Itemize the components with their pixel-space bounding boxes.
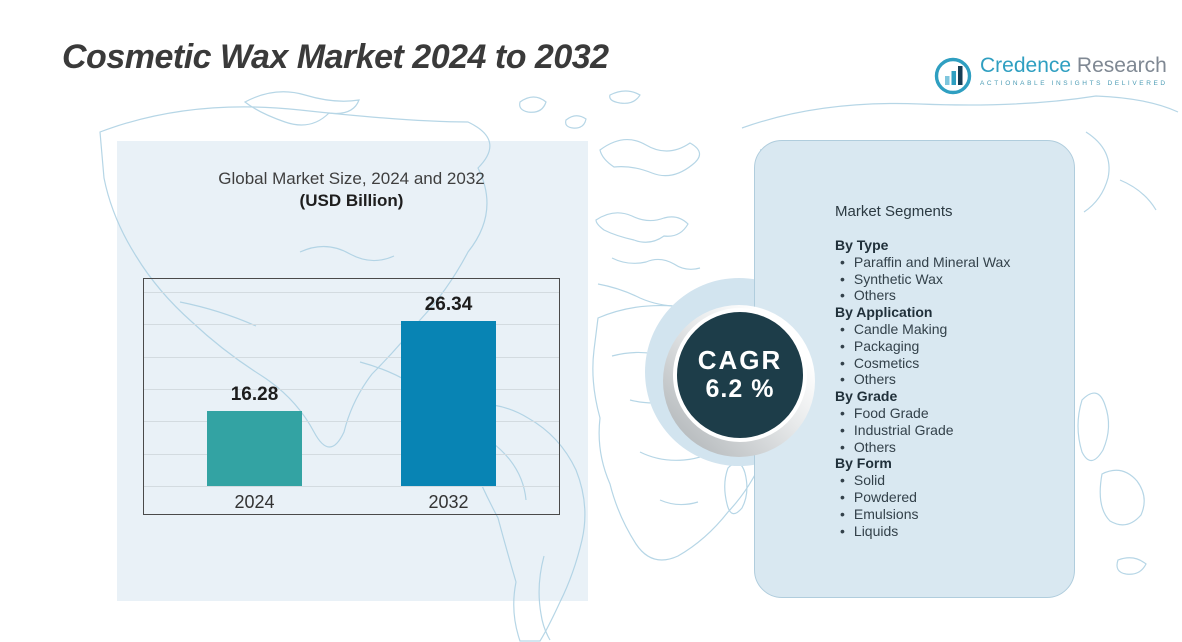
segment-item: • Cosmetics (835, 355, 1050, 372)
segment-item: • Paraffin and Mineral Wax (835, 254, 1050, 271)
bar-value-2024: 16.28 (230, 384, 279, 406)
chart-title: Global Market Size, 2024 and 2032 (USD B… (143, 168, 560, 213)
segment-item: • Others (835, 287, 1050, 304)
logo-name-secondary: Research (1076, 54, 1167, 77)
bullet-icon: • (840, 438, 845, 455)
segment-item-label: Synthetic Wax (853, 270, 943, 287)
segment-item: • Liquids (835, 523, 1050, 540)
segment-item: • Others (835, 439, 1050, 456)
bullet-icon: • (840, 270, 845, 287)
bullet-icon: • (840, 253, 845, 270)
bar-2024 (207, 411, 302, 486)
chart-gridline (144, 356, 559, 358)
segment-item: • Food Grade (835, 405, 1050, 422)
segment-item-label: Candle Making (853, 320, 948, 337)
bar-category-2024: 2024 (234, 492, 275, 512)
segments-list: By Type • Paraffin and Mineral Wax • Synthet… (835, 237, 1050, 539)
bullet-icon: • (840, 472, 845, 489)
bullet-icon: • (840, 371, 845, 388)
cagr-label: CAGR (697, 345, 783, 375)
segment-item-label: Industrial Grade (853, 421, 954, 438)
market-segments-panel: Market Segments By Type • Paraffin and Min… (754, 140, 1075, 598)
logo-chart-icon (934, 57, 972, 95)
segment-item-label: Powdered (853, 488, 917, 505)
segment-group-label: By Grade (835, 388, 898, 405)
page-title: Cosmetic Wax Market 2024 to 2032 (62, 38, 609, 76)
cagr-badge: CAGR 6.2 % (673, 308, 807, 442)
bar-value-2032: 26.34 (424, 293, 473, 315)
segment-item-label: Packaging (853, 337, 920, 354)
chart-gridline (144, 292, 559, 293)
segments-title: Market Segments (835, 203, 953, 220)
cagr-value: 6.2 % (705, 375, 775, 403)
segment-group-label: By Type (835, 237, 889, 253)
bar-2032 (401, 320, 496, 486)
logo-name-primary: Credence (980, 54, 1072, 77)
segment-item-label: Food Grade (853, 404, 929, 421)
segment-item: • Candle Making (835, 321, 1050, 338)
bullet-icon: • (840, 404, 845, 421)
segment-item-label: Others (853, 438, 896, 455)
logo: Credence Research Actionable Insights De… (933, 54, 1168, 96)
segment-item: • Industrial Grade (835, 422, 1050, 439)
segment-item-label: Others (853, 371, 896, 388)
bullet-icon: • (840, 337, 845, 354)
chart-title-line2: (USD Billion) (299, 191, 404, 210)
bullet-icon: • (840, 320, 845, 337)
bullet-icon: • (840, 488, 845, 505)
segment-item-label: Solid (853, 472, 886, 489)
segment-item: • Others (835, 371, 1050, 388)
segment-item: • Solid (835, 472, 1050, 489)
segment-item-label: Paraffin and Mineral Wax (853, 253, 1011, 270)
bullet-icon: • (840, 505, 845, 522)
segment-item-label: Liquids (853, 522, 899, 539)
bullet-icon: • (840, 522, 845, 539)
segment-item-label: Cosmetics (853, 354, 920, 371)
logo-tagline: Actionable Insights Delivered (980, 80, 1168, 87)
segment-item: • Emulsions (835, 506, 1050, 523)
chart-title-line1: Global Market Size, 2024 and 2032 (218, 169, 485, 188)
chart-gridline (144, 324, 559, 326)
chart-gridline (144, 453, 559, 455)
bar-chart: 16.28 2024 26.34 2032 (143, 278, 560, 515)
chart-gridline (144, 486, 559, 487)
bullet-icon: • (840, 287, 845, 304)
bullet-icon: • (840, 354, 845, 371)
logo-name: Credence Research (980, 54, 1168, 77)
segment-group-label: By Form (835, 455, 892, 472)
segment-item-label: Others (853, 287, 896, 304)
segment-item: • Packaging (835, 338, 1050, 355)
segment-item: • Powdered (835, 489, 1050, 506)
segment-group-label: By Application (835, 304, 933, 321)
segment-item: • Synthetic Wax (835, 271, 1050, 288)
bar-category-2032: 2032 (428, 492, 469, 512)
bullet-icon: • (840, 421, 845, 438)
segment-item-label: Emulsions (853, 505, 919, 522)
